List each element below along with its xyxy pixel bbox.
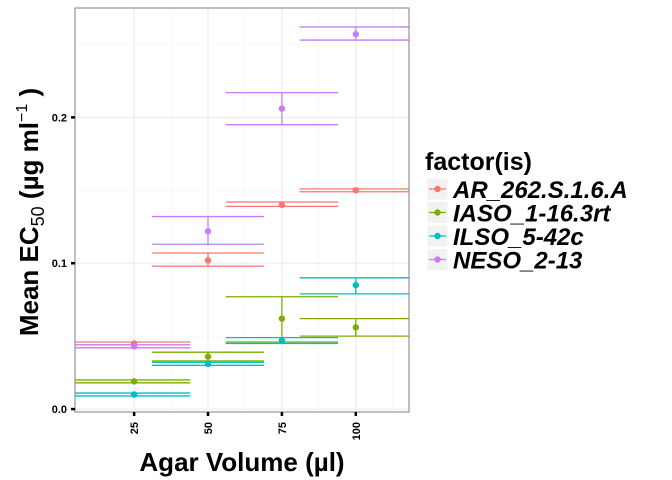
y-axis-title-close: ) [14,88,44,104]
legend-label: NESO_2-13 [453,248,583,275]
x-axis: 25 50 75 100 [129,412,363,440]
series-NESO_2-13 [75,26,409,350]
y-tick-label: 0.2 [52,112,67,124]
y-axis: 0.0 0.1 0.2 [52,112,75,416]
chart-marks [75,26,409,398]
data-point [130,378,138,385]
series-ILSO_5-42c [75,277,409,398]
x-tick-label: 25 [129,422,141,434]
data-point [204,353,212,360]
plot-panel-border [74,7,410,413]
legend-key-point [434,256,441,263]
x-tick-label: 75 [277,422,289,434]
data-point [352,187,359,194]
x-tick-label: 100 [351,422,363,440]
data-point [204,227,212,235]
data-point [204,257,212,264]
legend: factor(is) AR_262.S.1.6.AIASO_1-16.3rtIL… [425,148,628,275]
y-axis-title-unit: (µg ml [14,122,44,206]
series-IASO_1-16.3rt [75,296,409,385]
data-point [204,360,212,368]
data-point [130,391,138,398]
data-point [352,31,359,38]
data-point [352,324,359,331]
y-axis-title-subscript: 50 [28,206,48,226]
series-AR_262.S.1.6.A [75,187,409,347]
legend-label: IASO_1-16.3rt [453,201,611,228]
data-point [278,315,286,322]
y-axis-title: Mean EC50 (µg ml−1 ) [14,88,48,336]
legend-title: factor(is) [425,148,532,176]
legend-label: ILSO_5-42c [453,224,584,251]
y-axis-title-superscript: −1 [14,104,31,122]
data-point [278,105,286,112]
grid-lines [75,8,409,412]
data-point [352,281,359,289]
data-point [278,337,286,344]
x-axis-title: Agar Volume (µl) [139,447,344,477]
y-tick-label: 0.0 [52,404,67,416]
legend-label: AR_262.S.1.6.A [452,177,628,204]
y-axis-title-prefix: Mean EC [14,226,44,336]
y-tick-label: 0.1 [52,258,67,270]
data-point [130,343,138,350]
legend-key-point [434,185,441,193]
legend-items: AR_262.S.1.6.AIASO_1-16.3rtILSO_5-42cNES… [426,177,628,275]
data-point [278,201,286,209]
legend-key-point [434,209,441,216]
legend-key-point [434,232,441,240]
x-tick-label: 50 [203,422,215,434]
